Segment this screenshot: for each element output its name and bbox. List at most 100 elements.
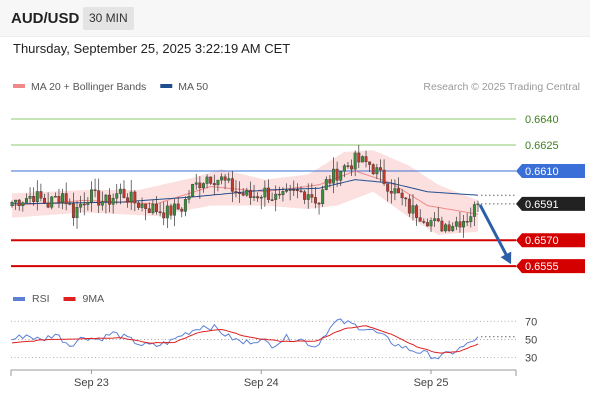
- x-tick-label: Sep 23: [74, 377, 109, 389]
- candle-body: [248, 190, 252, 198]
- candle: [357, 144, 361, 169]
- candle-body: [425, 222, 429, 227]
- legend-label: MA 20 + Bollinger Bands: [31, 81, 146, 93]
- candle-body: [86, 202, 90, 205]
- candle: [35, 180, 39, 211]
- candle: [220, 173, 223, 185]
- candle: [61, 188, 65, 210]
- candle: [353, 150, 357, 177]
- candle-body: [230, 178, 234, 192]
- candle-body: [93, 189, 97, 191]
- candle-body: [411, 205, 415, 214]
- candle-body: [281, 191, 285, 196]
- candle: [165, 201, 169, 229]
- symbol-label: AUD/USD: [11, 10, 80, 27]
- candle-body: [17, 199, 21, 206]
- candle-body: [32, 196, 36, 202]
- candle-body: [82, 203, 86, 206]
- candle: [223, 173, 227, 190]
- candle-body: [270, 199, 274, 201]
- candle: [389, 179, 393, 204]
- candle-body: [422, 221, 426, 223]
- candle: [306, 183, 310, 209]
- legend-swatch: [63, 297, 76, 301]
- candle-body: [79, 203, 83, 208]
- candle: [209, 176, 213, 185]
- candle-body: [256, 196, 260, 199]
- candle: [57, 188, 61, 208]
- candle-body: [292, 189, 296, 191]
- candle: [10, 200, 14, 208]
- candle: [433, 212, 437, 227]
- candle: [360, 155, 364, 163]
- candle-body: [169, 205, 173, 216]
- candle-body: [104, 194, 108, 202]
- candle: [270, 192, 274, 202]
- ma50-line: [12, 179, 479, 205]
- legend-label: MA 50: [178, 81, 208, 93]
- candle-body: [295, 189, 299, 192]
- candle-body: [404, 197, 408, 200]
- candle: [71, 192, 75, 226]
- candle: [274, 185, 278, 212]
- candle-body: [382, 169, 386, 184]
- candle-body: [21, 202, 25, 206]
- candle-body: [238, 192, 242, 194]
- candle-body: [90, 189, 93, 203]
- timeframe-badge[interactable]: 30 MIN: [83, 7, 134, 30]
- candle: [342, 163, 346, 178]
- level-tag: [516, 233, 585, 248]
- candle: [111, 193, 115, 214]
- candle-body: [454, 221, 458, 227]
- candle: [368, 161, 372, 173]
- candle: [335, 161, 339, 187]
- candle-body: [111, 197, 115, 205]
- candle: [129, 179, 133, 211]
- candle: [288, 184, 292, 201]
- candle-body: [165, 205, 169, 219]
- candle-body: [277, 193, 281, 196]
- candle: [415, 203, 419, 226]
- candle: [310, 183, 314, 203]
- candle-body: [14, 199, 18, 203]
- x-tick-label: Sep 25: [414, 377, 449, 389]
- candle: [205, 174, 209, 189]
- candle-body: [469, 216, 473, 223]
- level-label: 0.6555: [525, 261, 559, 273]
- candle: [267, 179, 270, 203]
- candle-body: [393, 188, 397, 194]
- candle: [241, 188, 245, 197]
- candle-body: [43, 197, 46, 204]
- candle-body: [346, 165, 350, 167]
- candle: [68, 198, 72, 206]
- rsi-tick-label: 50: [525, 334, 537, 346]
- candle: [155, 196, 158, 215]
- candle-body: [360, 156, 364, 163]
- chart-header: AUD/USD 30 MIN: [0, 0, 590, 37]
- candle-body: [24, 198, 28, 203]
- candle: [64, 182, 68, 211]
- candle: [277, 186, 281, 199]
- rsi-tick-label: 30: [525, 353, 537, 365]
- candle-body: [299, 190, 303, 193]
- candle: [79, 195, 83, 213]
- candle: [46, 192, 50, 209]
- x-tick-label: Sep 24: [244, 377, 279, 389]
- candle-body: [50, 196, 54, 208]
- candle-body: [332, 168, 335, 184]
- candle: [476, 200, 480, 212]
- datetime-label: Thursday, September 25, 2025 3:22:19 AM …: [13, 41, 291, 56]
- candle: [39, 183, 43, 202]
- candle: [472, 201, 476, 227]
- candle-body: [144, 203, 148, 209]
- candle-body: [122, 188, 126, 198]
- candle: [82, 192, 86, 216]
- candle: [238, 181, 242, 203]
- candle: [248, 181, 252, 205]
- candle: [151, 199, 155, 215]
- candle: [136, 200, 140, 211]
- candle-body: [274, 193, 278, 200]
- level-label: 0.6570: [525, 235, 559, 247]
- candle-body: [263, 187, 267, 198]
- candle-body: [176, 203, 180, 210]
